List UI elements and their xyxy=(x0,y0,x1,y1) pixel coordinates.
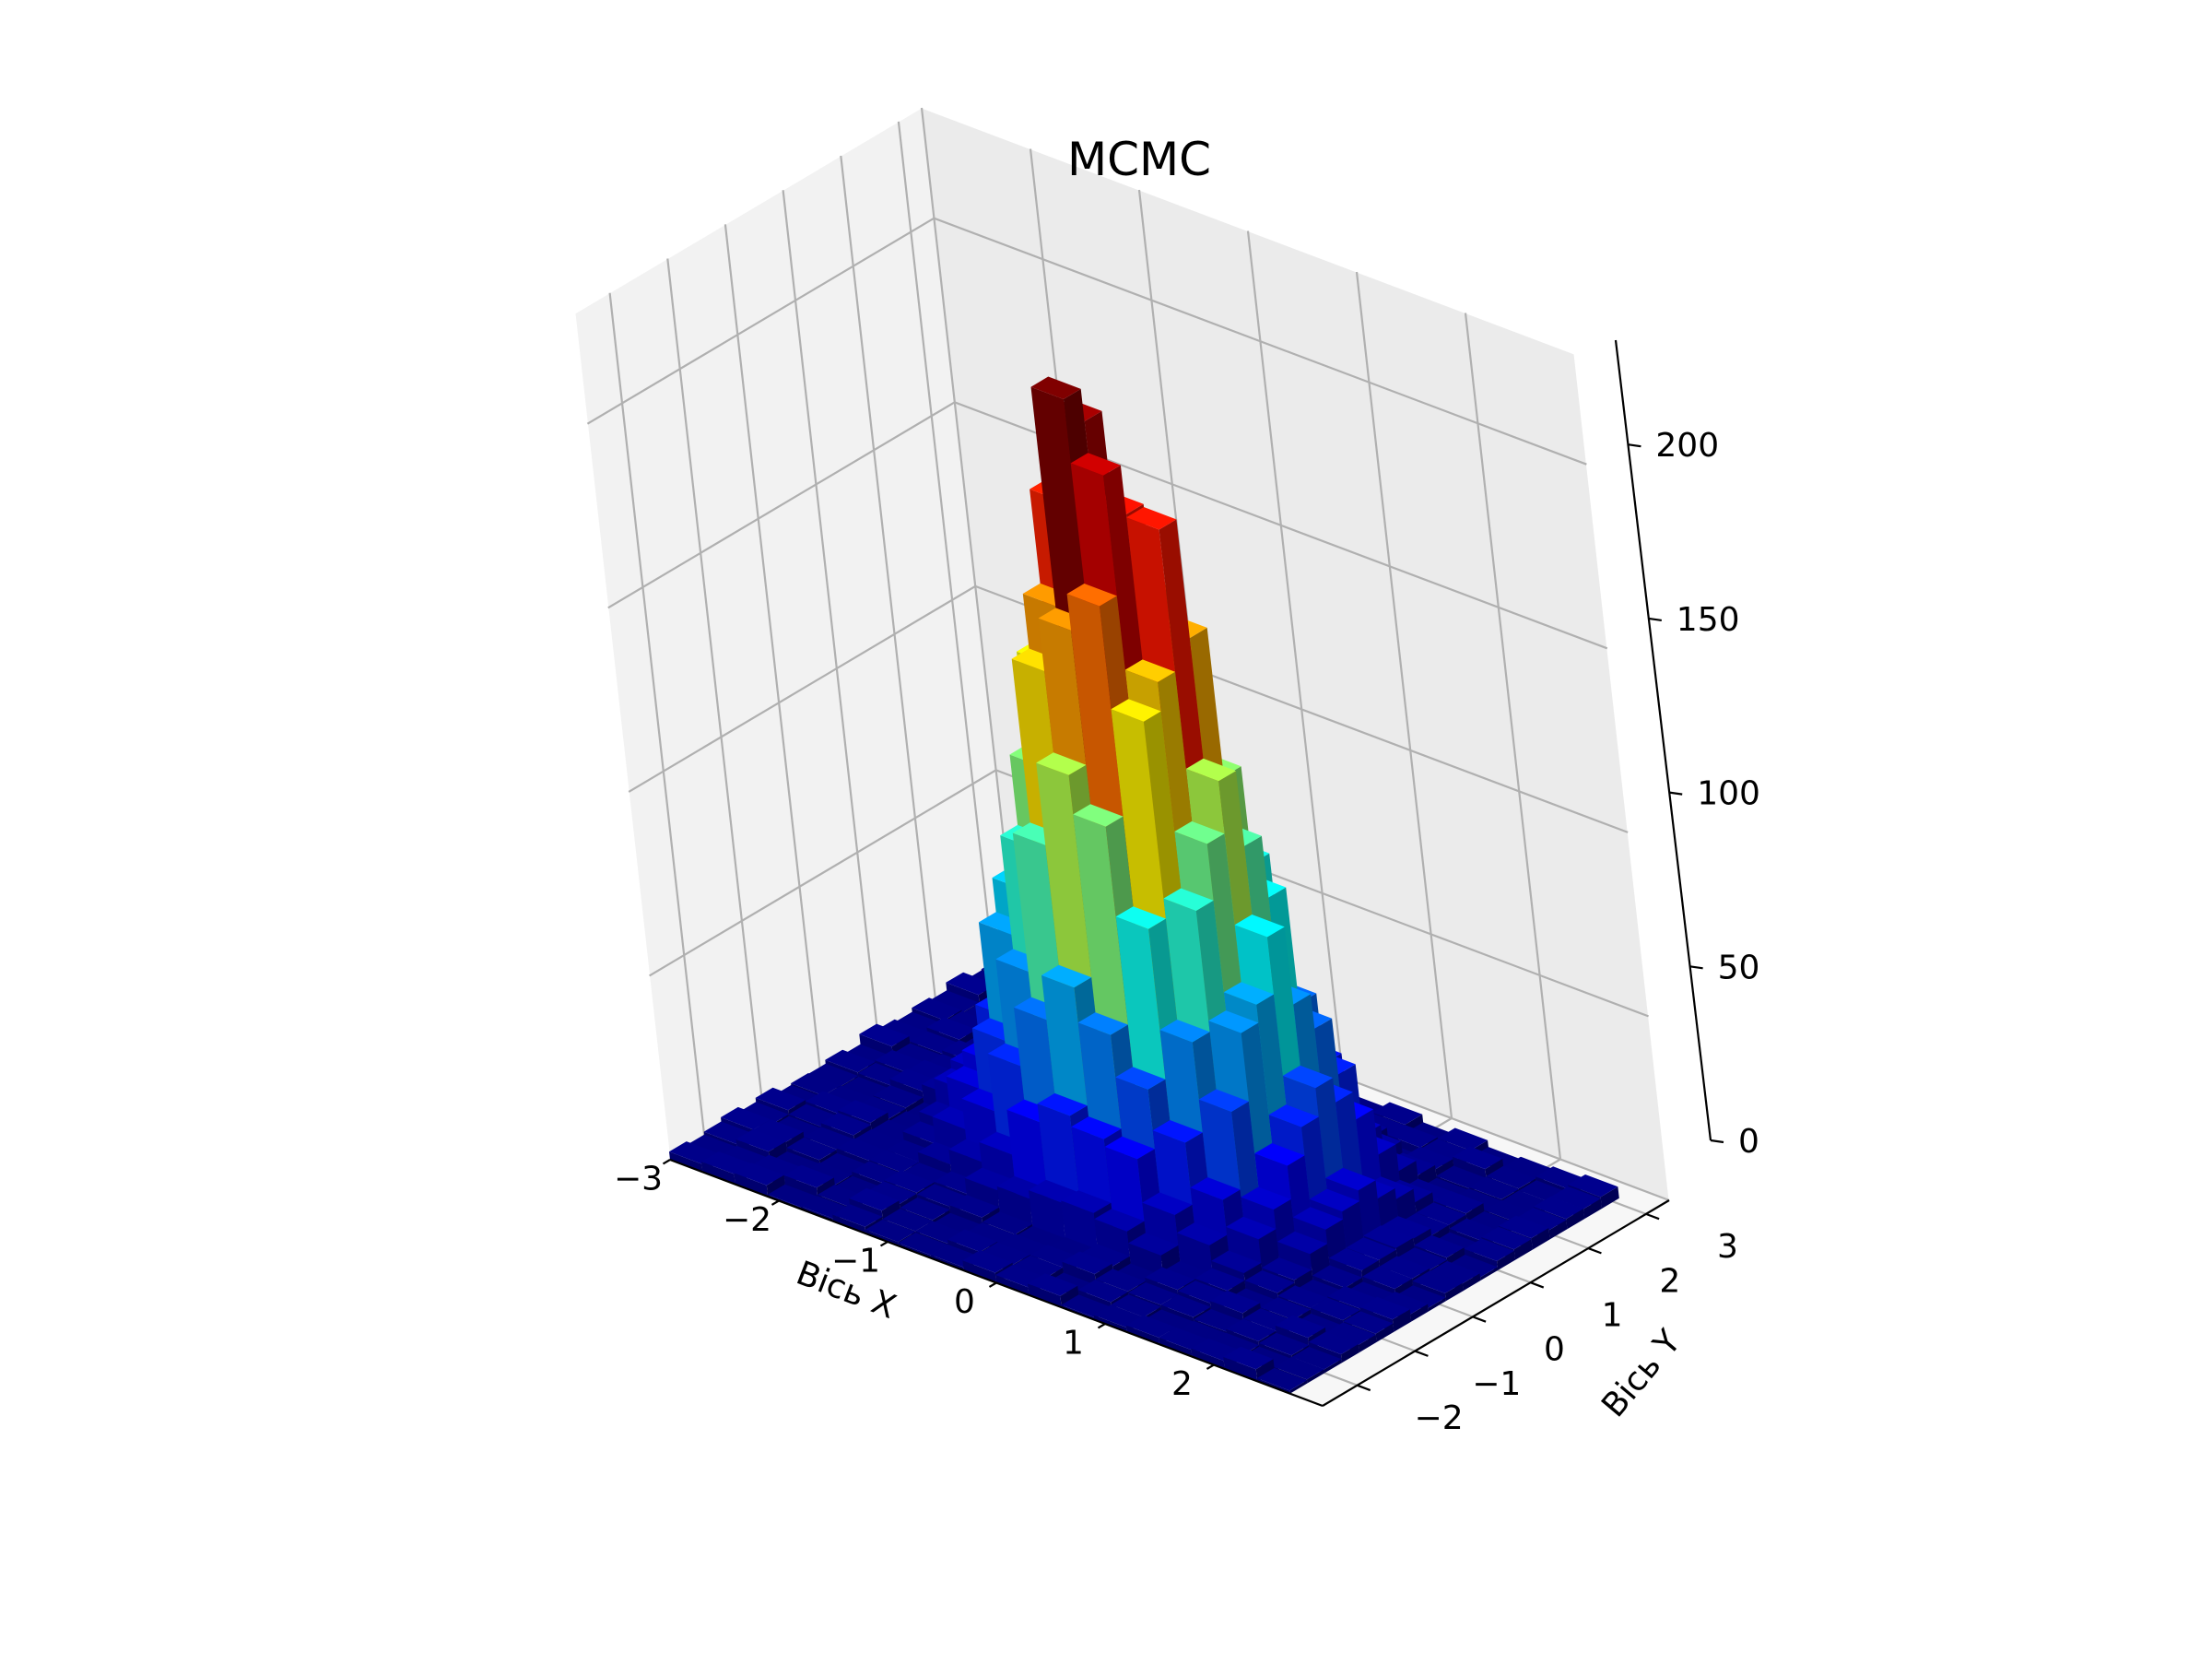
x-tick xyxy=(771,1199,780,1206)
histogram-bar xyxy=(734,1162,785,1197)
z-gridline xyxy=(586,217,1587,466)
y-axis-label: Вісь Y xyxy=(1594,1323,1688,1425)
x-tick-label: 0 xyxy=(954,1283,975,1321)
y-tick xyxy=(1414,1350,1429,1357)
y-tick xyxy=(1472,1316,1487,1323)
x-tick xyxy=(662,1159,671,1165)
x-tick-label: 2 xyxy=(1171,1365,1193,1403)
y-tick-label: −2 xyxy=(1415,1399,1464,1437)
y-tick-label: 3 xyxy=(1717,1228,1738,1266)
z-tick-label: 200 xyxy=(1655,427,1719,465)
z-tick-label: 0 xyxy=(1738,1123,1759,1161)
y-tick xyxy=(1357,1384,1371,1392)
y-tick-label: 2 xyxy=(1659,1262,1680,1300)
x-tick-label: −2 xyxy=(723,1201,771,1239)
y-axis-line xyxy=(1322,1199,1670,1407)
z-tick-label: 50 xyxy=(1718,949,1760,986)
x-tick-label: −3 xyxy=(614,1160,663,1198)
z-tick xyxy=(1648,617,1662,622)
histogram-bar xyxy=(1223,1346,1275,1382)
z-tick-label: 150 xyxy=(1677,601,1740,639)
z-tick-label: 100 xyxy=(1697,775,1760,813)
x-tick xyxy=(988,1281,997,1288)
y-tick-label: −1 xyxy=(1472,1365,1521,1403)
z-gridline xyxy=(649,769,1649,1018)
z-axis-line xyxy=(1614,339,1712,1141)
chart-bars xyxy=(669,376,1619,1394)
x-tick xyxy=(1206,1363,1215,1370)
chart-axes xyxy=(662,339,1724,1408)
chart-title: MCMC xyxy=(1067,133,1211,186)
y-tick-label: 1 xyxy=(1602,1297,1623,1335)
x-tick xyxy=(879,1241,888,1247)
y-tick xyxy=(1530,1281,1545,1289)
x-tick-label: −1 xyxy=(831,1242,880,1280)
z-tick xyxy=(1628,443,1641,448)
x-tick xyxy=(1097,1323,1106,1329)
z-gridline xyxy=(607,401,1608,650)
y-tick-label: 0 xyxy=(1544,1331,1565,1369)
histogram-bar xyxy=(1028,1273,1079,1308)
x-tick-label: 1 xyxy=(1063,1324,1084,1362)
z-tick xyxy=(1689,965,1703,970)
z-tick xyxy=(1710,1139,1724,1144)
y-tick xyxy=(1587,1247,1602,1255)
y-tick xyxy=(1645,1212,1660,1221)
z-tick xyxy=(1669,791,1683,796)
z-gridline xyxy=(628,584,1629,833)
